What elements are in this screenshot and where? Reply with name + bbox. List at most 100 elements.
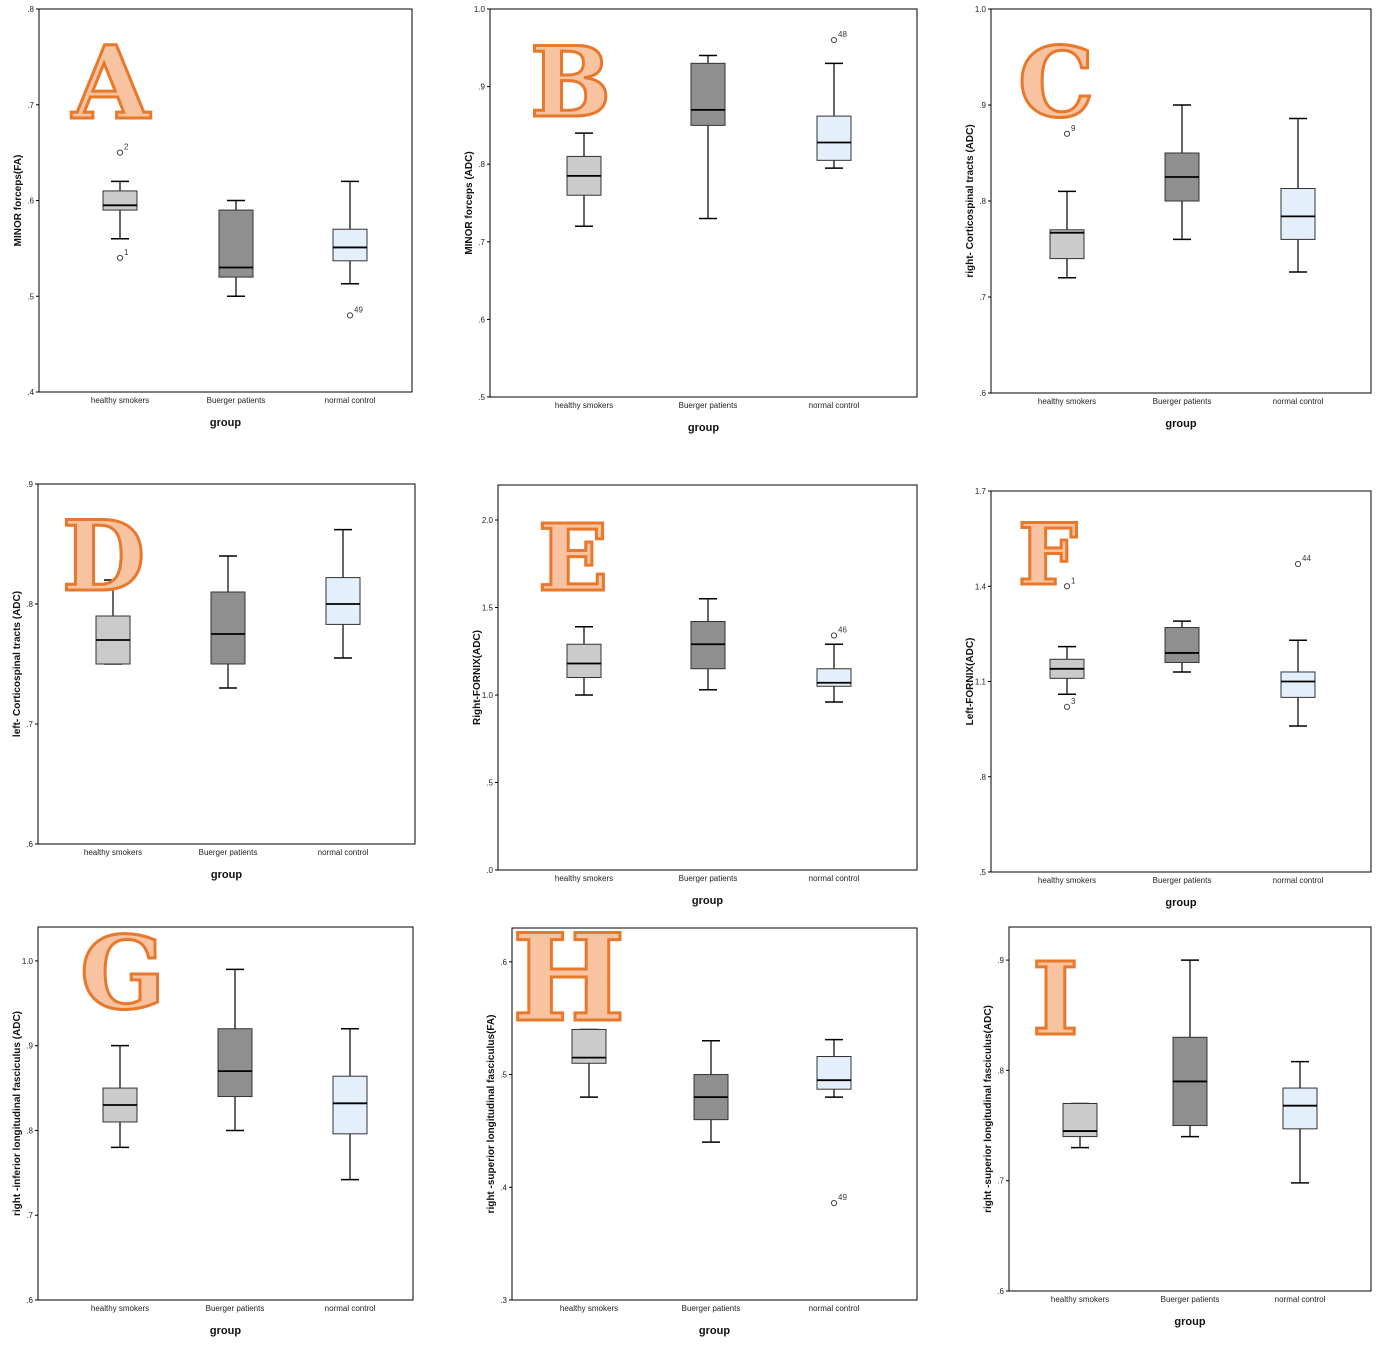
y-tick-label: .9	[26, 1042, 33, 1051]
box-healthy-smokers	[102, 180, 138, 240]
box-buerger-patients	[1172, 959, 1208, 1138]
y-tick-label: .8	[997, 1066, 1004, 1075]
panel-c: .6 .7 .8 .9 1.0 right- Corticospinal tracts (…	[965, 5, 1372, 430]
y-tick-label: .5	[478, 393, 485, 402]
outlier-label: 49	[838, 1193, 847, 1202]
x-tick-label: normal control	[318, 848, 369, 857]
y-tick-label: .9	[997, 956, 1004, 965]
box-normal-control	[1282, 1060, 1318, 1184]
panel-d: .6 .7 .8 .9 left- Corticospinal tracts (ADC)…	[12, 480, 416, 881]
box-iqr	[1049, 229, 1085, 260]
x-tick-label: normal control	[325, 1304, 376, 1313]
outlier-point	[346, 312, 354, 319]
y-tick-label: 1.4	[975, 582, 987, 591]
panel-letter: E	[538, 504, 608, 612]
y-axis-label: MINOR forceps(FA)	[13, 155, 24, 247]
x-tick-label: normal control	[1273, 876, 1324, 885]
y-tick-label: .8	[979, 773, 986, 782]
x-tick-label: Buerger patients	[199, 848, 258, 857]
y-tick-label: .8	[979, 197, 986, 206]
y-axis-label: right -inferior longitudinal fasciculus …	[12, 1011, 23, 1216]
x-tick-label: Buerger patients	[207, 396, 266, 405]
y-tick-label: .7	[27, 101, 34, 110]
y-tick-label: 1.7	[975, 487, 987, 496]
x-tick-label: healthy smokers	[84, 848, 142, 857]
panel-a: .4 .5 .6 .7 .8 MINOR forceps(FA) healthy smoke…	[13, 5, 413, 429]
x-tick-label: normal control	[325, 396, 376, 405]
y-axis-label: left- Corticospinal tracts (ADC)	[12, 591, 23, 737]
outlier-point	[830, 1199, 838, 1207]
y-tick-label: 1.0	[482, 691, 494, 700]
panel-b: .5 .6 .7 .8 .9 1.0 MINOR forceps (ADC) healthy …	[464, 5, 918, 434]
y-tick-label: .5	[979, 868, 986, 877]
outlier-point	[830, 632, 838, 639]
panel-letter: D	[62, 500, 145, 613]
outlier-point	[1294, 560, 1302, 568]
y-tick-label: .7	[979, 293, 986, 302]
box-iqr	[1280, 188, 1316, 240]
outlier-label: 2	[124, 143, 129, 152]
box-normal-control	[1280, 639, 1316, 727]
x-tick-label: Buerger patients	[1161, 1295, 1220, 1304]
y-tick-label: .9	[478, 83, 485, 92]
panel-h: .3 .4 .5 .6 right -superior longitudinal fas…	[486, 907, 918, 1337]
y-tick-label: .7	[997, 1177, 1004, 1186]
y-tick-label: .6	[500, 958, 507, 967]
y-tick-label: .3	[500, 1296, 507, 1305]
x-axis-label: group	[1165, 897, 1196, 909]
y-tick-label: .7	[478, 238, 485, 247]
y-tick-label: 1.0	[975, 5, 987, 14]
y-tick-label: .4	[500, 1183, 507, 1192]
y-tick-label: .9	[26, 480, 33, 489]
outlier-point	[116, 149, 124, 156]
x-tick-label: Buerger patients	[1153, 397, 1212, 406]
box-iqr	[816, 115, 852, 161]
box-normal-control	[816, 643, 852, 703]
y-tick-label: .5	[486, 779, 493, 788]
panel-letter: F	[1018, 505, 1078, 604]
y-axis-label: right -superior longitudinal fasciculus(…	[983, 1005, 994, 1213]
panel-letter: C	[1018, 26, 1094, 139]
outlier-point	[1063, 130, 1071, 137]
box-iqr	[217, 1028, 253, 1098]
y-tick-label: .8	[26, 600, 33, 609]
y-tick-label: .7	[26, 1211, 33, 1220]
y-tick-label: .6	[979, 389, 986, 398]
y-tick-label: .7	[26, 720, 33, 729]
panel-letter: G	[80, 914, 165, 1032]
box-healthy-smokers	[102, 1044, 138, 1149]
box-normal-control	[325, 528, 361, 659]
x-axis-label: group	[1174, 1316, 1205, 1328]
outlier-label: 44	[1302, 554, 1311, 563]
outlier-label: 1	[124, 248, 129, 257]
box-normal-control	[332, 1027, 368, 1181]
y-tick-label: .0	[486, 866, 493, 875]
y-tick-label: .6	[26, 840, 33, 849]
outlier-label: 46	[838, 626, 847, 635]
x-axis-label: group	[210, 417, 241, 429]
y-axis-label: Left-FORNIX(ADC)	[965, 638, 976, 726]
box-iqr	[218, 209, 254, 278]
x-tick-label: normal control	[809, 1304, 860, 1313]
y-tick-label: .6	[997, 1287, 1004, 1296]
y-tick-label: .5	[500, 1071, 507, 1080]
box-buerger-patients	[690, 54, 726, 220]
x-tick-label: healthy smokers	[91, 396, 149, 405]
panel-letter: H	[512, 908, 625, 1049]
box-healthy-smokers	[571, 1028, 607, 1098]
panel-g: .6 .7 .8 .9 1.0 right -inferior longitudinal …	[12, 913, 414, 1337]
x-axis-label: group	[688, 422, 719, 434]
box-buerger-patients	[1164, 104, 1200, 241]
x-tick-label: healthy smokers	[555, 401, 613, 410]
box-healthy-smokers	[1049, 645, 1085, 695]
y-tick-label: 1.1	[975, 678, 987, 687]
box-healthy-smokers	[1062, 1102, 1098, 1149]
x-tick-label: Buerger patients	[679, 874, 738, 883]
x-tick-label: normal control	[809, 401, 860, 410]
box-iqr	[1164, 627, 1200, 663]
y-tick-label: .8	[26, 1126, 33, 1135]
x-tick-label: healthy smokers	[1038, 876, 1096, 885]
box-iqr	[1282, 1087, 1318, 1130]
box-iqr	[332, 1075, 368, 1135]
